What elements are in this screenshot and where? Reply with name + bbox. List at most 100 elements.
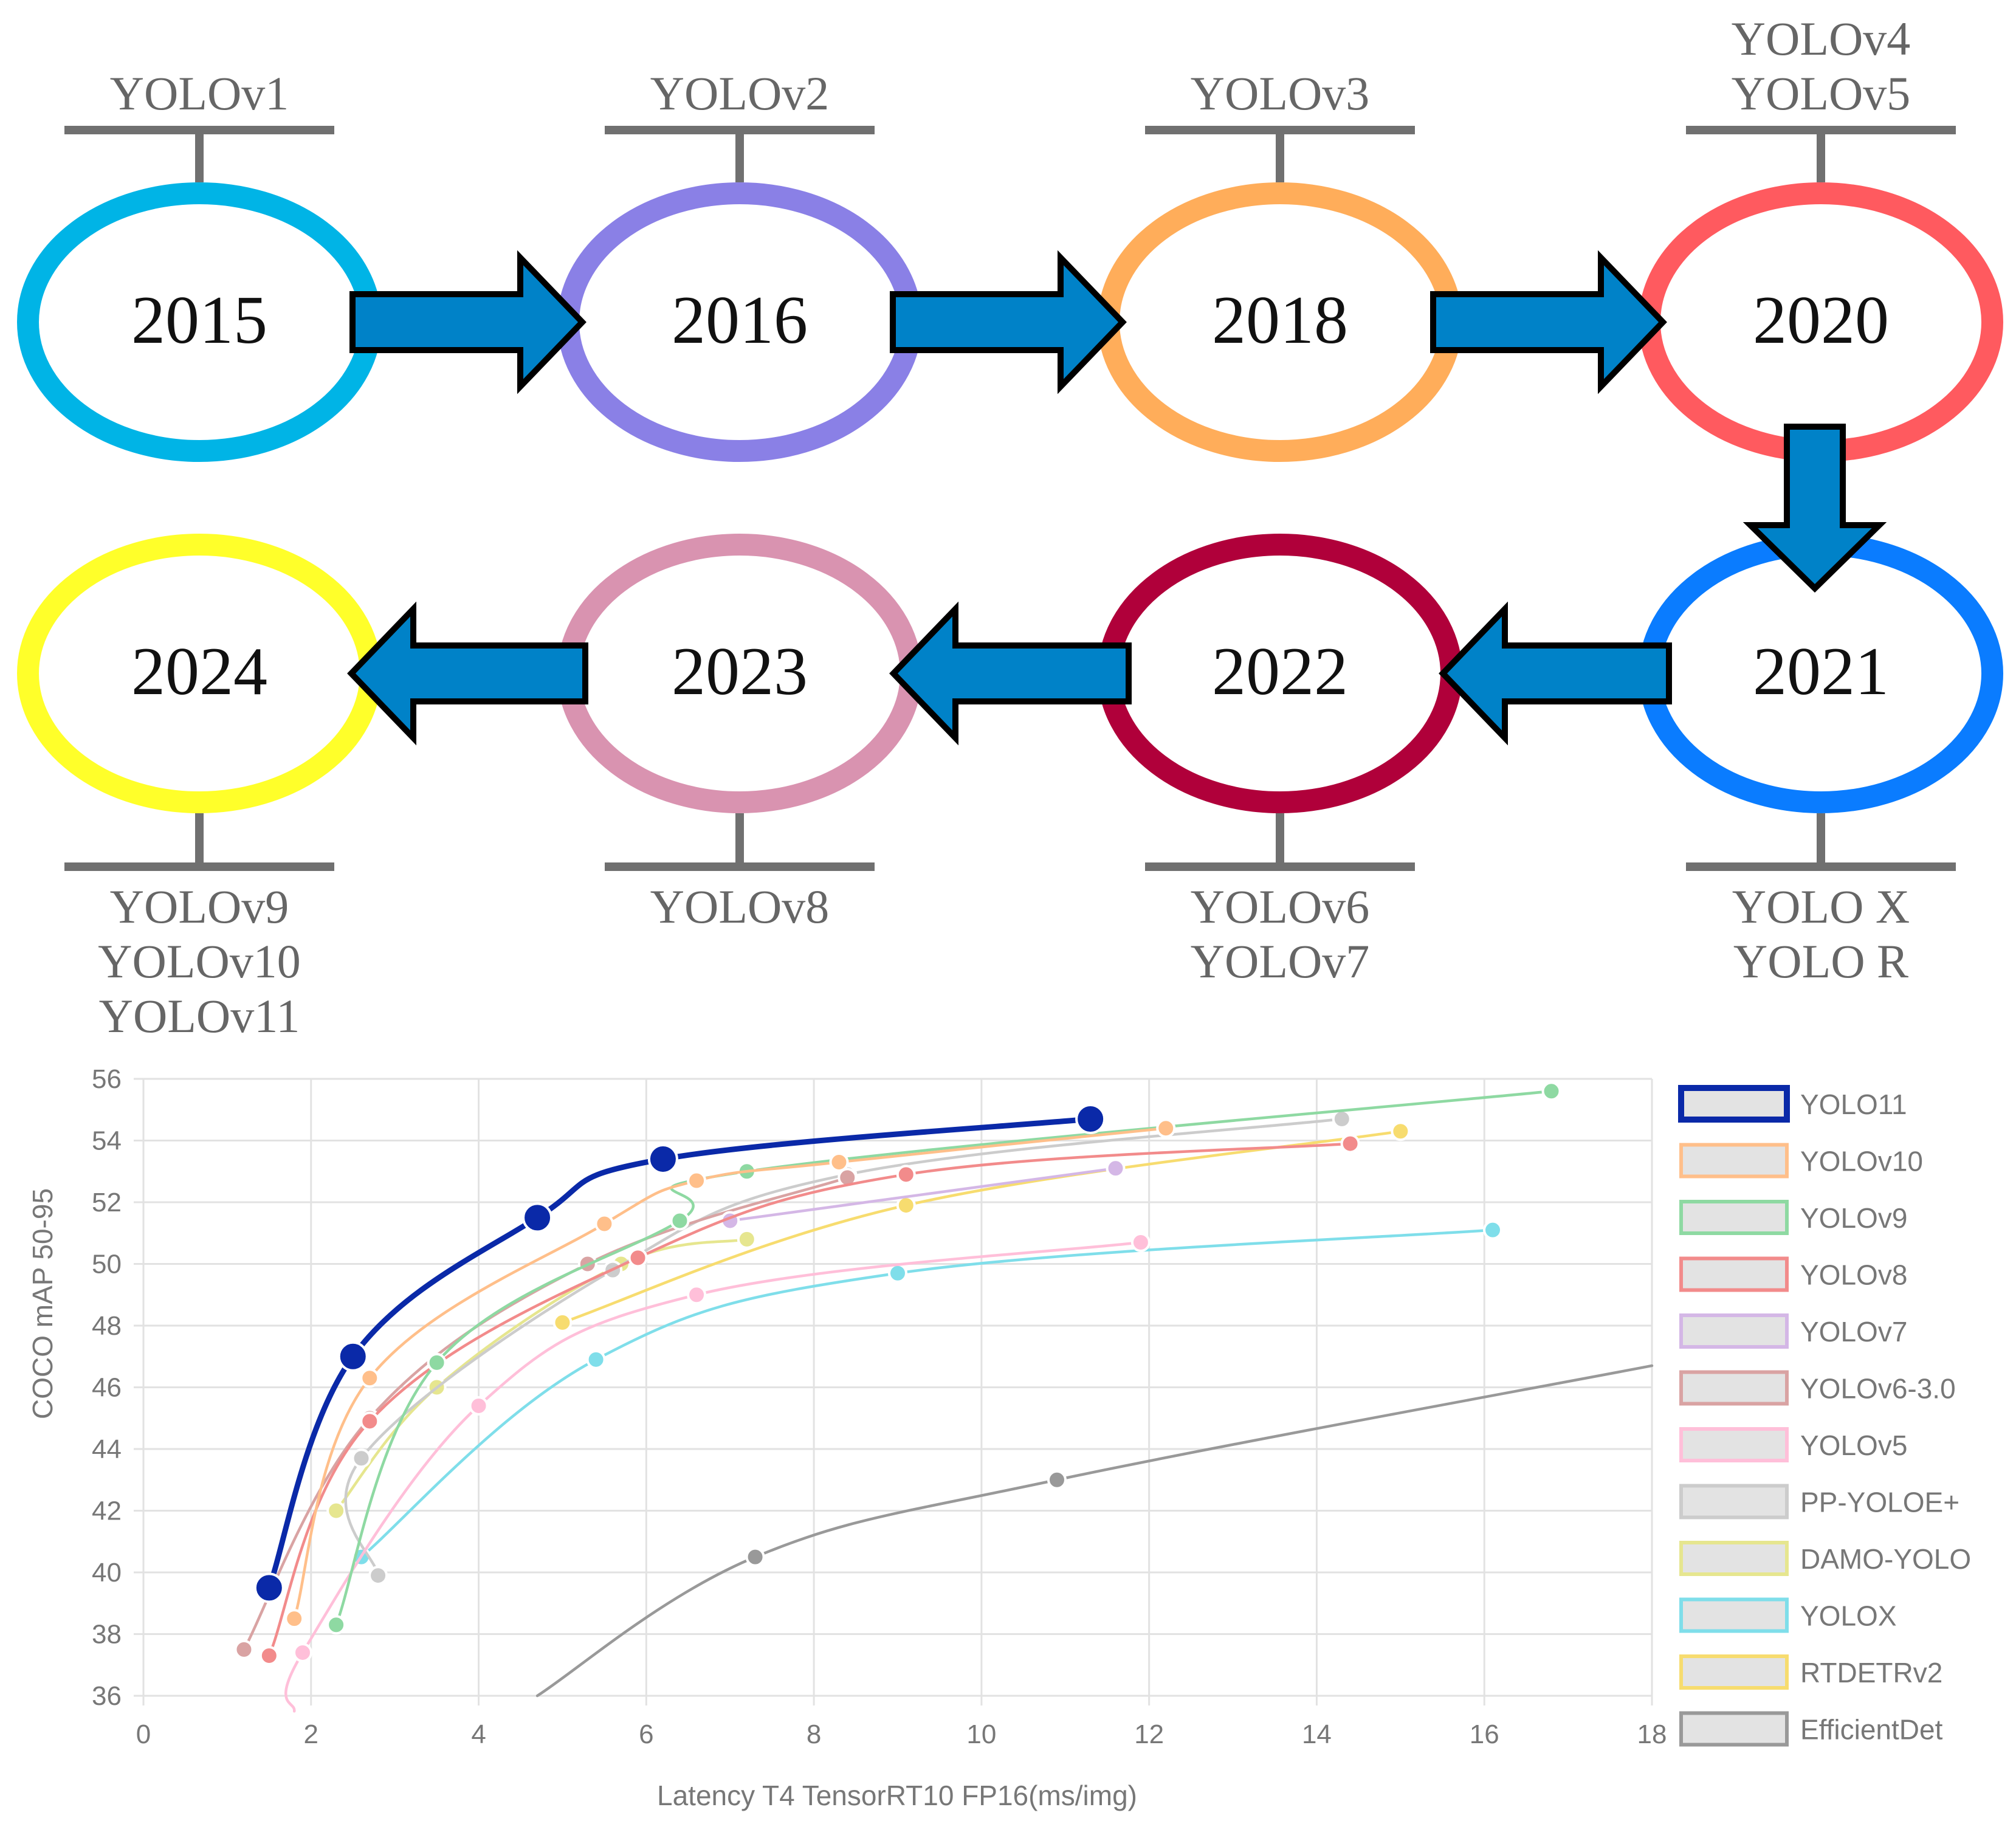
legend-label: YOLOv7: [1800, 1316, 1907, 1348]
legend-item-YOLO11: YOLO11: [1678, 1085, 1907, 1123]
legend-item-RTDETRv2: RTDETRv2: [1679, 1654, 1942, 1690]
data-point: [552, 1312, 573, 1332]
flow-arrow: [347, 601, 588, 746]
series-YOLOv9: [326, 1081, 1561, 1635]
data-point: [259, 1646, 279, 1666]
legend-swatch: [1679, 1597, 1789, 1633]
legend-swatch: [1679, 1313, 1789, 1349]
x-tick-label: 8: [807, 1719, 821, 1749]
series-line: [284, 1241, 1143, 1713]
legend-item-YOLOX: YOLOX: [1679, 1597, 1897, 1633]
data-point: [1130, 1232, 1151, 1252]
year-label: 2018: [1212, 283, 1348, 358]
legend-item-YOLOv6-3.0: YOLOv6-3.0: [1679, 1370, 1956, 1406]
y-tick-labels: 36 38 40 42 44 46 48 50 52 54 56: [92, 1064, 122, 1711]
x-tick-labels: 0 2 4 6 8 10 12 14 16 18: [136, 1719, 1667, 1749]
series-line: [535, 1364, 1654, 1698]
series-line: [360, 1228, 1495, 1558]
data-point: [1106, 1158, 1126, 1179]
timeline-node-2018: 2018 YOLOv3: [1098, 67, 1462, 462]
series-YOLO11: [253, 1103, 1106, 1603]
data-point: [670, 1211, 690, 1231]
legend-item-DAMO-YOLO: DAMO-YOLO: [1679, 1541, 1971, 1576]
x-tick-label: 12: [1134, 1719, 1164, 1749]
legend-label: EfficientDet: [1800, 1714, 1943, 1746]
data-point: [368, 1566, 388, 1586]
year-label: 2023: [672, 634, 808, 709]
model-label: YOLOv11: [99, 990, 300, 1042]
data-point: [586, 1349, 606, 1369]
legend-swatch: [1679, 1654, 1789, 1690]
year-label: 2020: [1753, 283, 1889, 358]
year-label: 2015: [131, 283, 267, 358]
legend-label: YOLOv6-3.0: [1800, 1373, 1956, 1405]
legend-swatch: [1679, 1427, 1789, 1462]
y-tick-label: 48: [92, 1311, 122, 1341]
y-tick-label: 54: [92, 1126, 122, 1156]
data-point: [1541, 1081, 1561, 1101]
data-point: [1047, 1470, 1067, 1490]
legend-swatch: [1679, 1143, 1789, 1179]
series-YOLOX: [351, 1220, 1503, 1567]
model-label: YOLOv6: [1191, 880, 1370, 933]
x-tick-label: 16: [1470, 1719, 1499, 1749]
year-label: 2024: [131, 634, 267, 709]
x-tick-label: 6: [639, 1719, 653, 1749]
model-label: YOLOv3: [1191, 67, 1370, 120]
data-point: [326, 1501, 346, 1521]
series-YOLOv6-3.0: [234, 1168, 858, 1659]
legend-label: YOLOv9: [1800, 1202, 1907, 1234]
data-point: [594, 1214, 614, 1234]
legend-swatch: [1679, 1541, 1789, 1576]
series-line: [334, 1090, 1553, 1626]
legend-item-YOLOv5: YOLOv5: [1679, 1427, 1907, 1462]
data-point: [1156, 1118, 1176, 1138]
legend-label: YOLOv8: [1800, 1259, 1907, 1291]
data-point: [284, 1609, 304, 1629]
data-point: [253, 1572, 284, 1603]
x-tick-label: 4: [471, 1719, 486, 1749]
series-line: [728, 1166, 1117, 1222]
x-tick-label: 18: [1637, 1719, 1667, 1749]
data-point: [522, 1202, 553, 1233]
model-label: YOLOv2: [650, 67, 830, 120]
flow-arrow: [1439, 601, 1672, 746]
legend-label: YOLO11: [1800, 1089, 1907, 1120]
series-line: [344, 1117, 1344, 1577]
series-line: [292, 1126, 1168, 1620]
data-point: [687, 1285, 707, 1305]
data-point: [1075, 1103, 1106, 1134]
model-label: YOLOv4: [1732, 12, 1911, 65]
y-tick-label: 44: [92, 1434, 122, 1464]
legend-swatch: [1679, 1256, 1789, 1292]
data-point: [1391, 1121, 1411, 1141]
data-point: [896, 1196, 916, 1216]
data-point: [687, 1171, 707, 1191]
data-point: [469, 1396, 489, 1416]
data-point: [427, 1352, 447, 1372]
x-tick-label: 2: [304, 1719, 318, 1749]
y-tick-label: 38: [92, 1620, 122, 1650]
timeline-node-2023: 2023 YOLOv8: [557, 534, 922, 933]
legend-swatch: [1679, 1370, 1789, 1406]
legend-label: PP-YOLOE+: [1800, 1487, 1959, 1518]
series-YOLOv10: [284, 1118, 1176, 1629]
x-tick-label: 14: [1302, 1719, 1332, 1749]
series-YOLOv8: [259, 1134, 1360, 1666]
legend-item-YOLOv9: YOLOv9: [1679, 1200, 1907, 1235]
series-line: [267, 1142, 1352, 1657]
flow-arrow: [1430, 250, 1667, 394]
year-label: 2021: [1753, 634, 1889, 709]
legend-label: YOLOv10: [1800, 1146, 1923, 1177]
series-EfficientDet: [535, 1364, 1654, 1698]
legend-label: YOLOX: [1800, 1600, 1897, 1632]
timeline-node-2015: 2015 YOLOv1: [17, 67, 382, 462]
model-label: YOLOv1: [110, 67, 289, 120]
y-tick-label: 40: [92, 1558, 122, 1588]
y-axis-label: COCO mAP 50-95: [27, 1188, 58, 1419]
flow-arrow-down: [1742, 424, 1887, 593]
y-tick-label: 52: [92, 1188, 122, 1217]
legend-item-YOLOv10: YOLOv10: [1679, 1143, 1923, 1179]
